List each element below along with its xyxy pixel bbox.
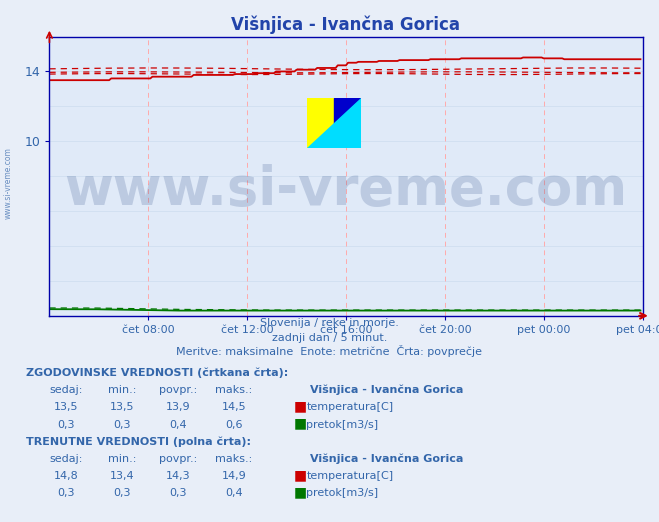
Text: 0,3: 0,3 [113,489,130,499]
Text: 0,4: 0,4 [225,489,243,499]
Text: min.:: min.: [107,454,136,464]
Text: ■: ■ [293,468,306,482]
Text: 13,9: 13,9 [165,402,190,412]
Text: ■: ■ [293,399,306,413]
Text: 0,3: 0,3 [57,420,74,430]
Text: pretok[m3/s]: pretok[m3/s] [306,420,378,430]
Text: sedaj:: sedaj: [49,454,82,464]
Text: zadnji dan / 5 minut.: zadnji dan / 5 minut. [272,333,387,343]
Text: ZGODOVINSKE VREDNOSTI (črtkana črta):: ZGODOVINSKE VREDNOSTI (črtkana črta): [26,367,289,378]
Text: min.:: min.: [107,385,136,395]
Text: 14,5: 14,5 [221,402,246,412]
Text: www.si-vreme.com: www.si-vreme.com [65,164,627,216]
Text: povpr.:: povpr.: [159,385,197,395]
Text: 0,3: 0,3 [57,489,74,499]
Text: 13,4: 13,4 [109,471,134,481]
Text: ■: ■ [293,417,306,431]
Text: 14,3: 14,3 [165,471,190,481]
Text: 0,3: 0,3 [169,489,186,499]
Text: povpr.:: povpr.: [159,454,197,464]
Text: ■: ■ [293,485,306,500]
Title: Višnjica - Ivančna Gorica: Višnjica - Ivančna Gorica [231,15,461,33]
Text: Slovenija / reke in morje.: Slovenija / reke in morje. [260,318,399,328]
Text: 0,3: 0,3 [113,420,130,430]
Text: TRENUTNE VREDNOSTI (polna črta):: TRENUTNE VREDNOSTI (polna črta): [26,436,251,447]
Text: 0,6: 0,6 [225,420,243,430]
Text: 14,8: 14,8 [53,471,78,481]
Text: 0,4: 0,4 [169,420,186,430]
Text: 14,9: 14,9 [221,471,246,481]
Text: 13,5: 13,5 [109,402,134,412]
Text: Višnjica - Ivančna Gorica: Višnjica - Ivančna Gorica [310,385,463,395]
Text: sedaj:: sedaj: [49,385,82,395]
Text: Meritve: maksimalne  Enote: metrične  Črta: povprečje: Meritve: maksimalne Enote: metrične Črta… [177,346,482,358]
Text: pretok[m3/s]: pretok[m3/s] [306,489,378,499]
Text: temperatura[C]: temperatura[C] [306,471,393,481]
Text: temperatura[C]: temperatura[C] [306,402,393,412]
Text: maks.:: maks.: [215,385,252,395]
Text: maks.:: maks.: [215,454,252,464]
Text: www.si-vreme.com: www.si-vreme.com [3,147,13,219]
Text: Višnjica - Ivančna Gorica: Višnjica - Ivančna Gorica [310,454,463,464]
Text: 13,5: 13,5 [53,402,78,412]
